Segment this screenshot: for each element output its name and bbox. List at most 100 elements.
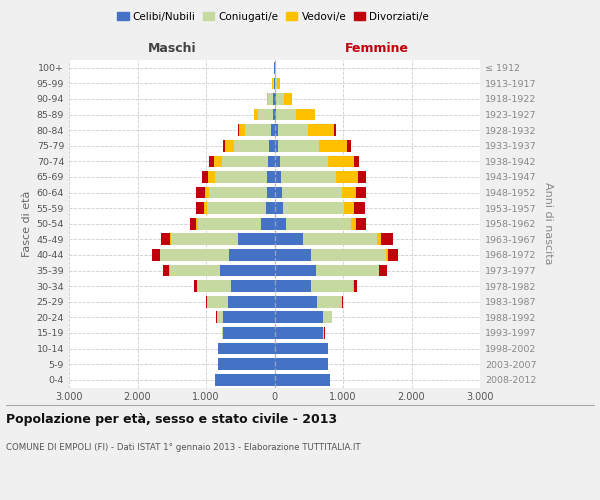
Bar: [206, 296, 207, 308]
Bar: [223, 312, 275, 323]
Bar: [275, 186, 283, 198]
Text: Femmine: Femmine: [345, 42, 409, 56]
Bar: [204, 202, 208, 214]
Bar: [225, 140, 235, 151]
Bar: [337, 171, 358, 183]
Bar: [235, 140, 269, 151]
Bar: [170, 264, 220, 276]
Bar: [275, 249, 311, 261]
Bar: [286, 218, 351, 230]
Bar: [205, 186, 209, 198]
Bar: [238, 234, 275, 245]
Bar: [152, 249, 160, 261]
Bar: [316, 264, 379, 276]
Bar: [358, 171, 365, 183]
Bar: [386, 249, 388, 261]
Bar: [257, 108, 272, 120]
Bar: [356, 218, 366, 230]
Bar: [271, 124, 275, 136]
Bar: [275, 78, 277, 89]
Bar: [194, 280, 197, 292]
Legend: Celibi/Nubili, Coniugati/e, Vedovi/e, Divorziati/e: Celibi/Nubili, Coniugati/e, Vedovi/e, Di…: [113, 8, 433, 26]
Bar: [229, 249, 275, 261]
Bar: [268, 93, 273, 105]
Bar: [228, 296, 275, 308]
Bar: [276, 93, 284, 105]
Bar: [302, 234, 377, 245]
Bar: [355, 202, 365, 214]
Bar: [275, 140, 278, 151]
Bar: [275, 156, 280, 167]
Bar: [218, 358, 275, 370]
Bar: [275, 264, 316, 276]
Bar: [266, 202, 275, 214]
Bar: [275, 342, 328, 354]
Bar: [230, 280, 275, 292]
Bar: [273, 78, 274, 89]
Bar: [342, 296, 343, 308]
Bar: [353, 156, 359, 167]
Bar: [334, 124, 335, 136]
Bar: [215, 171, 268, 183]
Bar: [196, 202, 204, 214]
Bar: [275, 108, 277, 120]
Bar: [278, 140, 319, 151]
Bar: [342, 186, 356, 198]
Bar: [275, 171, 281, 183]
Bar: [275, 234, 302, 245]
Bar: [275, 296, 317, 308]
Bar: [208, 296, 228, 308]
Bar: [347, 140, 351, 151]
Bar: [215, 374, 275, 386]
Text: Maschi: Maschi: [148, 42, 196, 56]
Bar: [223, 327, 275, 339]
Bar: [217, 312, 223, 323]
Bar: [319, 140, 347, 151]
Bar: [275, 280, 311, 292]
Bar: [281, 171, 337, 183]
Bar: [268, 156, 275, 167]
Text: COMUNE DI EMPOLI (FI) - Dati ISTAT 1° gennaio 2013 - Elaborazione TUTTITALIA.IT: COMUNE DI EMPOLI (FI) - Dati ISTAT 1° ge…: [6, 442, 361, 452]
Bar: [196, 186, 205, 198]
Bar: [163, 264, 169, 276]
Bar: [245, 124, 271, 136]
Bar: [275, 358, 328, 370]
Bar: [379, 264, 388, 276]
Bar: [344, 202, 355, 214]
Bar: [266, 186, 275, 198]
Bar: [381, 234, 393, 245]
Bar: [280, 156, 328, 167]
Bar: [272, 108, 275, 120]
Bar: [275, 124, 278, 136]
Bar: [296, 108, 315, 120]
Bar: [268, 171, 275, 183]
Bar: [273, 93, 275, 105]
Bar: [311, 280, 353, 292]
Bar: [388, 249, 398, 261]
Bar: [214, 156, 222, 167]
Bar: [218, 342, 275, 354]
Bar: [171, 234, 238, 245]
Bar: [170, 234, 171, 245]
Bar: [254, 108, 257, 120]
Bar: [261, 218, 275, 230]
Bar: [275, 327, 323, 339]
Bar: [317, 296, 341, 308]
Bar: [356, 186, 366, 198]
Bar: [353, 280, 358, 292]
Bar: [202, 171, 208, 183]
Bar: [267, 93, 268, 105]
Bar: [277, 108, 296, 120]
Y-axis label: Anni di nascita: Anni di nascita: [543, 182, 553, 265]
Bar: [351, 218, 356, 230]
Bar: [198, 218, 261, 230]
Bar: [220, 264, 275, 276]
Bar: [283, 202, 344, 214]
Bar: [209, 156, 214, 167]
Bar: [308, 124, 334, 136]
Bar: [275, 202, 283, 214]
Bar: [239, 124, 245, 136]
Bar: [269, 140, 275, 151]
Bar: [196, 218, 198, 230]
Text: Popolazione per età, sesso e stato civile - 2013: Popolazione per età, sesso e stato civil…: [6, 412, 337, 426]
